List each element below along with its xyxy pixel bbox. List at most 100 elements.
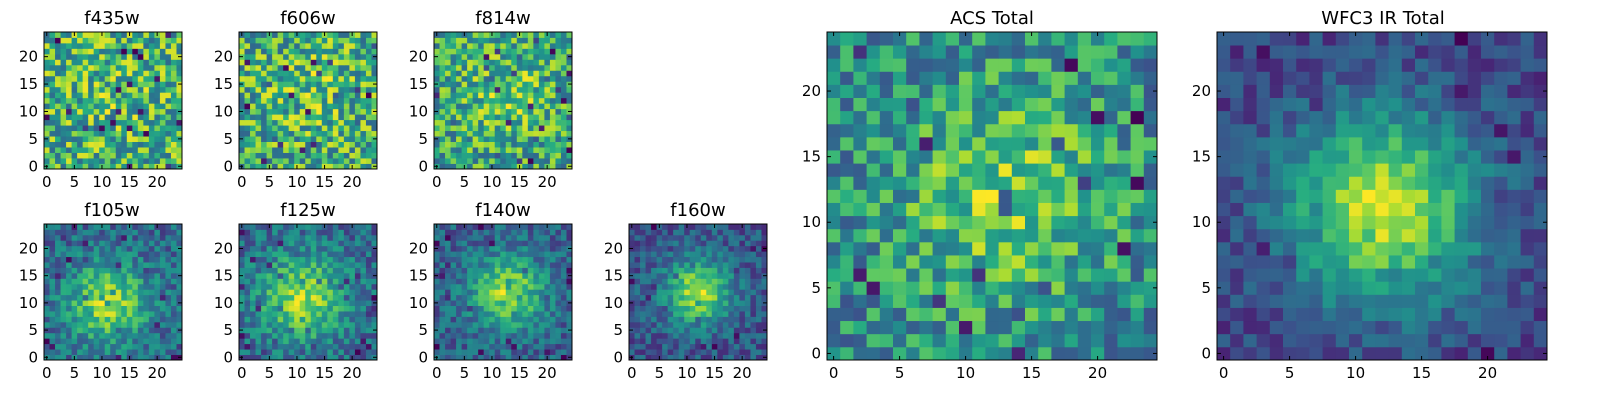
heatmap-cell — [750, 256, 757, 263]
heatmap-cell — [316, 70, 323, 77]
heatmap-cell — [533, 289, 540, 296]
heatmap-cell — [104, 272, 111, 279]
heatmap-cell — [88, 300, 95, 306]
heatmap-cell — [1104, 202, 1118, 217]
heatmap-cell — [277, 70, 284, 77]
heatmap-cell — [66, 300, 72, 306]
heatmap-cell — [494, 294, 501, 301]
heatmap-cell — [294, 86, 301, 93]
heatmap-cell — [165, 114, 172, 121]
heatmap-cell — [176, 332, 183, 339]
heatmap-cell — [132, 262, 139, 268]
heatmap-cell — [717, 300, 724, 306]
heatmap-cell — [1091, 255, 1105, 269]
heatmap-cell — [667, 256, 674, 263]
heatmap-cell — [349, 37, 356, 44]
heatmap-cell — [456, 305, 462, 312]
heatmap-cell — [170, 300, 177, 306]
heatmap-cell — [945, 333, 960, 348]
heatmap-cell — [566, 229, 573, 236]
heatmap-cell — [49, 64, 56, 71]
heatmap-cell — [77, 234, 84, 241]
heatmap-cell — [456, 70, 462, 77]
heatmap-cell — [1117, 281, 1131, 295]
heatmap-cell — [689, 349, 696, 355]
heatmap-cell — [82, 251, 89, 258]
heatmap-cell — [121, 343, 128, 350]
heatmap-cell — [283, 278, 290, 285]
heatmap-cell — [244, 240, 251, 247]
heatmap-cell — [472, 343, 479, 350]
heatmap-cell — [439, 267, 446, 274]
heatmap-cell — [522, 338, 529, 345]
heatmap-cell — [549, 64, 556, 71]
heatmap-cell — [266, 125, 273, 132]
heatmap-cell — [371, 97, 378, 104]
heatmap-cell — [104, 321, 111, 328]
heatmap-cell — [88, 354, 95, 361]
heatmap-cell — [494, 59, 501, 66]
heatmap-cell — [272, 327, 279, 334]
heatmap-cell — [549, 283, 556, 290]
heatmap-cell — [299, 272, 306, 279]
heatmap-cell — [143, 283, 150, 290]
heatmap-cell — [49, 316, 56, 323]
heatmap-cell — [456, 59, 462, 66]
heatmap-cell — [283, 332, 290, 339]
heatmap-cell — [472, 141, 479, 148]
heatmap-cell — [511, 42, 518, 49]
heatmap-cell — [49, 152, 56, 159]
y-tick-label: 20 — [19, 239, 38, 257]
heatmap-cell — [126, 278, 133, 285]
heatmap-cell — [343, 103, 350, 110]
heatmap-cell — [121, 103, 128, 110]
heatmap-cell — [494, 343, 501, 350]
heatmap-cell — [684, 338, 691, 345]
heatmap-cell — [629, 349, 635, 355]
heatmap-cell — [651, 354, 657, 361]
heatmap-cell — [60, 158, 67, 164]
heatmap-cell — [434, 119, 440, 126]
heatmap-cell — [560, 32, 567, 38]
heatmap-cell — [288, 119, 295, 126]
heatmap-cell — [165, 37, 172, 44]
heatmap-cell — [706, 294, 713, 301]
heatmap-cell — [360, 147, 367, 153]
heatmap-cell — [827, 346, 841, 361]
heatmap-cell — [1038, 268, 1052, 282]
heatmap-cell — [365, 240, 372, 247]
heatmap-cell — [445, 283, 451, 290]
heatmap-cell — [505, 32, 512, 38]
heatmap-cell — [711, 251, 718, 258]
heatmap-cell — [733, 316, 740, 323]
heatmap-cell — [159, 338, 166, 345]
heatmap-cell — [321, 86, 328, 93]
heatmap-cell — [104, 163, 111, 170]
heatmap-cell — [170, 240, 177, 247]
heatmap-cell — [662, 272, 669, 279]
heatmap-cell — [371, 283, 378, 290]
heatmap-cell — [483, 42, 490, 49]
heatmap-cell — [505, 70, 512, 77]
heatmap-cell — [354, 130, 361, 137]
heatmap-cell — [439, 332, 446, 339]
heatmap-cell — [467, 108, 474, 115]
heatmap-cell — [684, 349, 691, 355]
heatmap-cell — [93, 316, 100, 323]
heatmap-cell — [60, 97, 67, 104]
heatmap-cell — [82, 338, 89, 345]
heatmap-cell — [434, 343, 440, 350]
heatmap-cell — [148, 158, 155, 164]
heatmap-cell — [77, 108, 84, 115]
heatmap-cell — [744, 305, 751, 312]
heatmap-cell — [99, 92, 106, 99]
heatmap-cell — [104, 349, 111, 355]
heatmap-cell — [560, 338, 567, 345]
heatmap-cell — [522, 97, 529, 104]
heatmap-cell — [360, 108, 367, 115]
heatmap-cell — [60, 234, 67, 241]
heatmap-cell — [673, 256, 680, 263]
heatmap-cell — [176, 343, 183, 350]
heatmap-cell — [244, 152, 251, 159]
